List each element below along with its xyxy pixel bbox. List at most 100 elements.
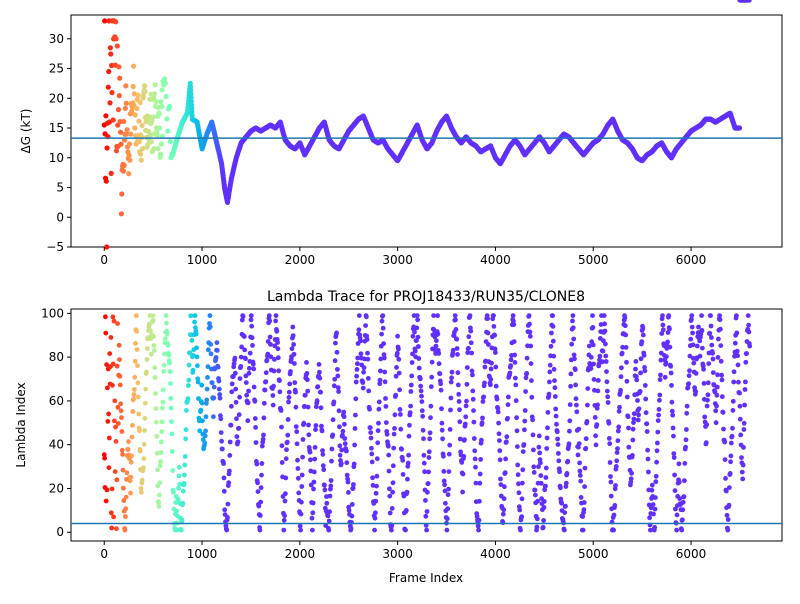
delta-g-point: [128, 131, 134, 137]
lambda-point: [112, 469, 118, 474]
lambda-point: [455, 352, 460, 357]
lambda-point: [274, 328, 280, 334]
lambda-point: [418, 383, 424, 389]
lambda-point: [492, 346, 498, 352]
lambda-point: [372, 515, 378, 521]
lambda-point: [498, 482, 504, 487]
lambda-point: [667, 344, 673, 350]
lambda-point: [141, 465, 146, 471]
lambda-point: [508, 357, 514, 363]
lambda-point: [186, 383, 191, 388]
lambda-point: [245, 400, 251, 406]
lambda-point: [590, 313, 595, 318]
y-tick-label: −5: [46, 240, 64, 254]
delta-g-point: [106, 68, 112, 75]
lambda-point: [612, 503, 618, 508]
lambda-point: [369, 459, 375, 465]
lambda-point: [633, 359, 639, 364]
lambda-point: [576, 426, 582, 432]
lambda-point: [259, 461, 265, 466]
lambda-point: [176, 473, 182, 479]
lambda-point: [567, 418, 573, 424]
lambda-point: [533, 492, 538, 498]
lambda-point: [342, 441, 348, 447]
lambda-point: [653, 495, 658, 500]
lambda-point: [138, 486, 144, 491]
lambda-point: [570, 325, 576, 331]
lambda-point: [331, 399, 337, 405]
lambda-point: [415, 334, 421, 340]
lambda-point: [588, 354, 594, 360]
lambda-point: [381, 355, 387, 361]
lambda-point: [117, 382, 123, 388]
lambda-point: [364, 314, 369, 320]
x-tick-label: 5000: [578, 253, 609, 267]
lambda-point: [557, 469, 562, 475]
lambda-point: [346, 508, 352, 513]
lambda-point: [439, 420, 445, 426]
delta-g-point: [107, 100, 113, 106]
lambda-point: [638, 370, 643, 376]
lambda-point: [534, 524, 540, 530]
lambda-point: [148, 351, 154, 357]
lambda-point: [446, 469, 452, 474]
lambda-point: [505, 402, 511, 408]
lambda-point: [234, 416, 239, 422]
lambda-point: [264, 357, 270, 363]
lambda-point: [377, 381, 383, 387]
lambda-point: [101, 452, 107, 458]
lambda-point: [132, 387, 137, 392]
lambda-point: [672, 472, 677, 478]
lambda-point: [706, 361, 712, 366]
lambda-point: [295, 466, 301, 471]
lambda-point: [536, 433, 542, 439]
lambda-point: [221, 475, 227, 481]
lambda-point: [622, 315, 628, 321]
lambda-point: [114, 477, 120, 483]
lambda-point: [182, 462, 188, 468]
lambda-point: [448, 407, 453, 413]
lambda-point: [566, 441, 572, 447]
lambda-point: [111, 318, 117, 324]
lambda-point: [133, 341, 138, 346]
lambda-point: [745, 313, 751, 318]
x-tick-label: 3000: [382, 253, 413, 267]
lambda-point: [555, 436, 560, 442]
lambda-point: [457, 407, 462, 413]
lambda-point: [546, 391, 552, 397]
lambda-point: [135, 394, 141, 400]
lambda-point: [294, 441, 300, 447]
lambda-point: [690, 342, 696, 348]
lambda-point: [623, 345, 629, 350]
lambda-point: [110, 361, 116, 367]
lambda-point: [702, 414, 708, 420]
lambda-point: [381, 341, 386, 347]
lambda-point: [497, 438, 502, 443]
lambda-point: [441, 469, 447, 474]
lambda-point: [336, 389, 341, 394]
lambda-point: [325, 513, 331, 519]
lambda-point: [705, 380, 711, 386]
lambda-point: [368, 435, 374, 441]
lambda-point: [477, 480, 483, 486]
lambda-point: [485, 316, 490, 321]
lambda-point: [214, 348, 220, 353]
lambda-point: [339, 447, 345, 453]
lambda-point: [159, 419, 165, 425]
lambda-point: [459, 460, 465, 465]
lambda-point: [677, 496, 683, 501]
lambda-point: [225, 515, 230, 520]
lambda-point: [665, 339, 670, 345]
lambda-point: [361, 365, 367, 371]
delta-g-point: [115, 107, 122, 113]
lambda-point: [344, 472, 350, 478]
lambda-point: [541, 505, 547, 510]
lambda-point: [365, 356, 371, 362]
lambda-point: [464, 381, 470, 387]
lambda-point: [544, 435, 550, 441]
lambda-point: [488, 377, 494, 382]
lambda-point: [424, 509, 430, 514]
lambda-point: [559, 500, 564, 506]
lambda-point: [568, 383, 573, 389]
lambda-point: [420, 427, 426, 433]
